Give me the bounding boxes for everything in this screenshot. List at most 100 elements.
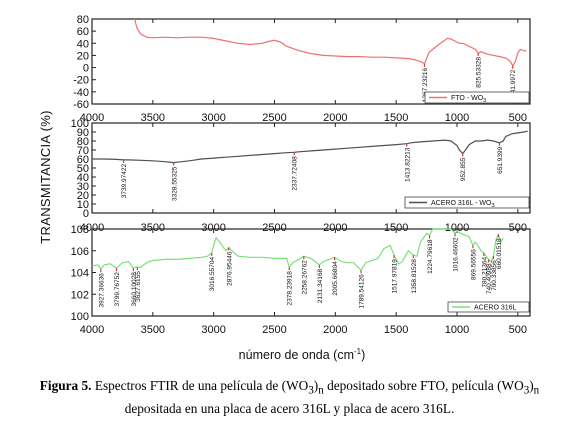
- legend-box: [424, 91, 530, 104]
- peak-label: 1016.46602: [453, 237, 460, 272]
- peak-label: 2876.95446: [226, 251, 233, 286]
- caption-sub-1n: n: [318, 384, 324, 397]
- peak-label: 541.9972: [510, 69, 517, 96]
- peak-label: 2131.34168: [317, 269, 324, 304]
- legend-label: ACERO 316L - WO3: [431, 200, 495, 209]
- y-tick-label: 50: [77, 163, 89, 175]
- y-tick-label: 104: [71, 268, 89, 280]
- x-tick-label: 1000: [445, 324, 469, 336]
- peak-label: 1267.23216: [422, 68, 429, 103]
- y-tick-label: 90: [77, 127, 89, 139]
- peak-label: 2005.66804: [332, 261, 339, 296]
- x-tick-label: 1500: [384, 222, 408, 234]
- series-line: [134, 18, 527, 68]
- x-tick-label: 3000: [201, 112, 225, 124]
- x-tick-label: 2500: [262, 112, 286, 124]
- peak-label: 3799.76752: [114, 272, 121, 307]
- series-line: [91, 228, 504, 272]
- y-tick-label: 30: [77, 181, 89, 193]
- x-tick-label: 4000: [80, 112, 104, 124]
- legend-box: [404, 196, 530, 209]
- y-tick-label: 80: [77, 136, 89, 148]
- legend-label: ACERO 316L: [474, 305, 517, 312]
- y-tick-label: 10: [77, 199, 89, 211]
- y-tick-label: 60: [77, 154, 89, 166]
- x-tick-label: 3500: [141, 222, 165, 234]
- y-tick-label: 20: [77, 190, 89, 202]
- y-tick-label: 80: [77, 14, 89, 26]
- x-tick-label: 4000: [80, 222, 104, 234]
- y-tick-label: -60: [73, 99, 89, 111]
- peak-label: 3739.97422: [121, 164, 128, 199]
- x-tick-label: 500: [509, 324, 527, 336]
- peak-label: 869.56556: [470, 249, 477, 280]
- y-axis-label: TRANSMITANCIA (%): [38, 110, 53, 243]
- peak-label: 651.9399: [497, 146, 504, 173]
- peak-label: 2258.26762: [301, 260, 308, 295]
- peak-label: 1224.79618: [427, 239, 434, 274]
- y-tick-label: 0: [83, 208, 89, 220]
- figure-caption: Figura 5. Espectros FTIR de una película…: [0, 377, 579, 417]
- caption-close-1: ): [313, 378, 319, 393]
- series-line: [92, 130, 528, 164]
- x-axis-label: número de onda (cm-1): [239, 347, 366, 362]
- x-tick-label: 3500: [141, 112, 165, 124]
- y-tick-label: 0: [83, 63, 89, 75]
- caption-sub-2: 3: [523, 384, 530, 397]
- peak-label: 1413.82213: [404, 147, 411, 182]
- x-tick-label: 4000: [80, 324, 104, 336]
- y-tick-label: 100: [71, 311, 89, 323]
- caption-sub-2n: n: [533, 384, 540, 397]
- y-tick-label: 106: [71, 246, 89, 258]
- x-tick-label: 500: [509, 112, 527, 124]
- x-tick-label: 1000: [445, 112, 469, 124]
- x-tick-label: 2000: [323, 324, 347, 336]
- x-tick-label: 2500: [262, 324, 286, 336]
- caption-line-2: depositada en una placa de acero 316L y …: [124, 400, 455, 416]
- peak-label: 1789.54126: [359, 274, 366, 309]
- peak-label: 660.01518: [496, 238, 503, 269]
- caption-text-2: depositado sobre FTO, película (WO: [323, 378, 524, 393]
- x-tick-label: 3000: [201, 222, 225, 234]
- x-tick-label: 1500: [384, 324, 408, 336]
- peak-label: 952.855: [460, 157, 467, 181]
- y-tick-label: 40: [77, 172, 89, 184]
- y-tick-label: 70: [77, 145, 89, 157]
- peak-label: 3660.10028: [131, 272, 138, 307]
- x-tick-label: 3000: [201, 324, 225, 336]
- y-tick-label: 40: [77, 38, 89, 50]
- peak-label: 1517.97819: [392, 259, 399, 294]
- peak-label: 700.33856: [491, 260, 498, 291]
- y-tick-label: -40: [73, 87, 89, 99]
- x-tick-label: 2000: [323, 222, 347, 234]
- y-tick-label: 102: [71, 289, 89, 301]
- peak-label: 825.53328: [476, 57, 483, 88]
- peak-label: 3927.36636: [98, 273, 105, 308]
- peak-label: 3328.55325: [171, 166, 178, 201]
- x-tick-label: 1500: [384, 112, 408, 124]
- x-tick-label: 2000: [323, 112, 347, 124]
- x-tick-label: 500: [509, 222, 527, 234]
- y-tick-label: 108: [71, 224, 89, 236]
- plot-frame: [91, 18, 531, 105]
- peak-label: 740.40988: [486, 263, 493, 294]
- caption-close-2: ): [529, 378, 534, 393]
- x-tick-label: 3500: [141, 324, 165, 336]
- peak-label: 780.21364: [481, 257, 488, 288]
- caption-label: Figura 5.: [39, 378, 92, 393]
- peak-label: 2337.72408: [292, 156, 299, 191]
- peak-label: 2378.23918: [287, 271, 294, 306]
- caption-text-1: Espectros FTIR de una película de (WO: [91, 378, 309, 393]
- legend-label: FTO - WO3: [451, 95, 486, 104]
- caption-sub-1: 3: [308, 384, 314, 397]
- y-tick-label: 60: [77, 26, 89, 38]
- legend-box: [447, 301, 530, 313]
- y-tick-label: -20: [73, 75, 89, 87]
- peak-label: 3627.6155: [135, 271, 142, 302]
- x-tick-label: 2500: [262, 222, 286, 234]
